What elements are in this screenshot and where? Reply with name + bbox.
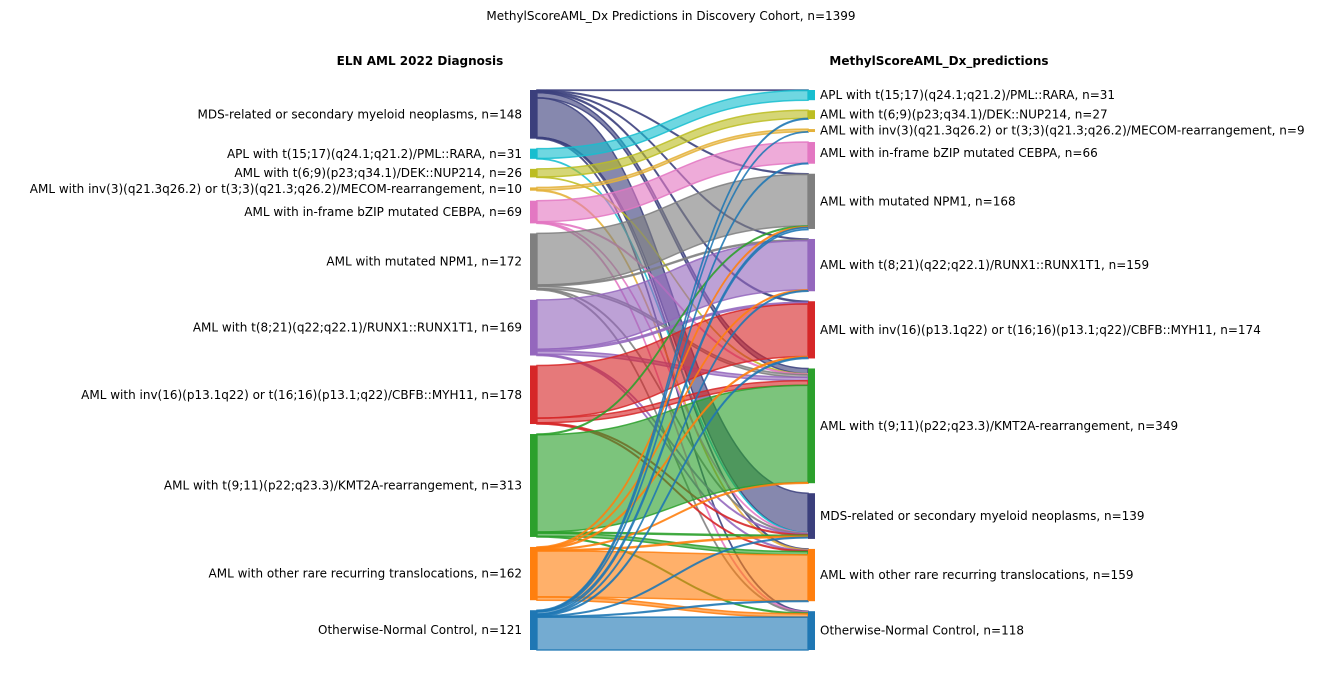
right-node-label-mds: MDS-related or secondary myeloid neoplas… — [820, 509, 1145, 523]
flow-ctrl-to-dek — [536, 117, 809, 612]
left-node-label-cebpa: AML with in-frame bZIP mutated CEBPA, n=… — [244, 205, 522, 219]
left-node-kmt2a — [530, 434, 537, 537]
flow-layer — [536, 89, 809, 651]
left-node-label-apl: APL with t(15;17)(q24.1;q21.2)/PML::RARA… — [227, 147, 522, 161]
flow-apl-to-apl — [536, 89, 809, 160]
left-node-cebpa — [530, 200, 537, 224]
right-node-kmt2a — [808, 368, 815, 484]
left-node-label-mecom: AML with inv(3)(q21.3q26.2) or t(3;3)(q2… — [30, 182, 522, 196]
left-node-mecom — [530, 187, 537, 191]
right-node-label-cbfb: AML with inv(16)(p13.1q22) or t(16;16)(p… — [820, 323, 1261, 337]
label-layer: MDS-related or secondary myeloid neoplas… — [30, 88, 1305, 638]
right-node-npm1 — [808, 173, 815, 229]
right-node-cebpa — [808, 142, 815, 164]
right-node-mecom — [808, 129, 815, 133]
right-node-runx1 — [808, 238, 815, 292]
right-node-dek — [808, 110, 815, 120]
node-layer — [530, 90, 815, 650]
right-node-rare — [808, 548, 815, 602]
left-node-label-mds: MDS-related or secondary myeloid neoplas… — [197, 107, 522, 121]
right-node-label-cebpa: AML with in-frame bZIP mutated CEBPA, n=… — [820, 146, 1098, 160]
right-node-label-mecom: AML with inv(3)(q21.3q26.2) or t(3;3)(q2… — [820, 124, 1305, 138]
right-node-label-runx1: AML with t(8;21)(q22;q22.1)/RUNX1::RUNX1… — [820, 258, 1149, 272]
left-node-label-ctrl: Otherwise-Normal Control, n=121 — [318, 623, 522, 637]
right-node-label-npm1: AML with mutated NPM1, n=168 — [820, 194, 1016, 208]
chart-title: MethylScoreAML_Dx Predictions in Discove… — [486, 9, 855, 23]
left-node-runx1 — [530, 299, 537, 356]
left-node-cbfb — [530, 365, 537, 425]
right-node-mds — [808, 493, 815, 539]
right-node-label-ctrl: Otherwise-Normal Control, n=118 — [820, 624, 1024, 638]
flow-ctrl-to-ctrl — [536, 616, 809, 651]
right-node-label-kmt2a: AML with t(9;11)(p22;q23.3)/KMT2A-rearra… — [820, 419, 1178, 433]
left-node-dek — [530, 168, 537, 178]
left-node-rare — [530, 546, 537, 601]
left-node-ctrl — [530, 610, 537, 650]
right-node-label-rare: AML with other rare recurring translocat… — [820, 568, 1133, 582]
left-column-header: ELN AML 2022 Diagnosis — [337, 54, 504, 68]
flow-ctrl-to-npm1 — [536, 226, 809, 615]
left-node-label-kmt2a: AML with t(9;11)(p22;q23.3)/KMT2A-rearra… — [164, 478, 522, 492]
left-node-label-dek: AML with t(6;9)(p23;q34.1)/DEK::NUP214, … — [234, 166, 522, 180]
left-node-label-runx1: AML with t(8;21)(q22;q22.1)/RUNX1::RUNX1… — [193, 321, 522, 335]
left-node-label-cbfb: AML with inv(16)(p13.1q22) or t(16;16)(p… — [81, 388, 522, 402]
flow-ctrl-to-rare — [536, 600, 809, 618]
right-node-ctrl — [808, 611, 815, 650]
right-node-label-dek: AML with t(6;9)(p23;q34.1)/DEK::NUP214, … — [820, 108, 1108, 122]
left-node-label-npm1: AML with mutated NPM1, n=172 — [326, 255, 522, 269]
left-node-apl — [530, 148, 537, 159]
left-node-label-rare: AML with other rare recurring translocat… — [209, 567, 522, 581]
right-column-header: MethylScoreAML_Dx_predictions — [829, 54, 1048, 69]
left-node-npm1 — [530, 233, 537, 290]
left-node-mds — [530, 90, 537, 139]
flow-ctrl-to-runx1 — [536, 289, 809, 616]
right-node-label-apl: APL with t(15;17)(q24.1;q21.2)/PML::RARA… — [820, 88, 1115, 102]
right-node-cbfb — [808, 301, 815, 359]
right-node-apl — [808, 90, 815, 101]
